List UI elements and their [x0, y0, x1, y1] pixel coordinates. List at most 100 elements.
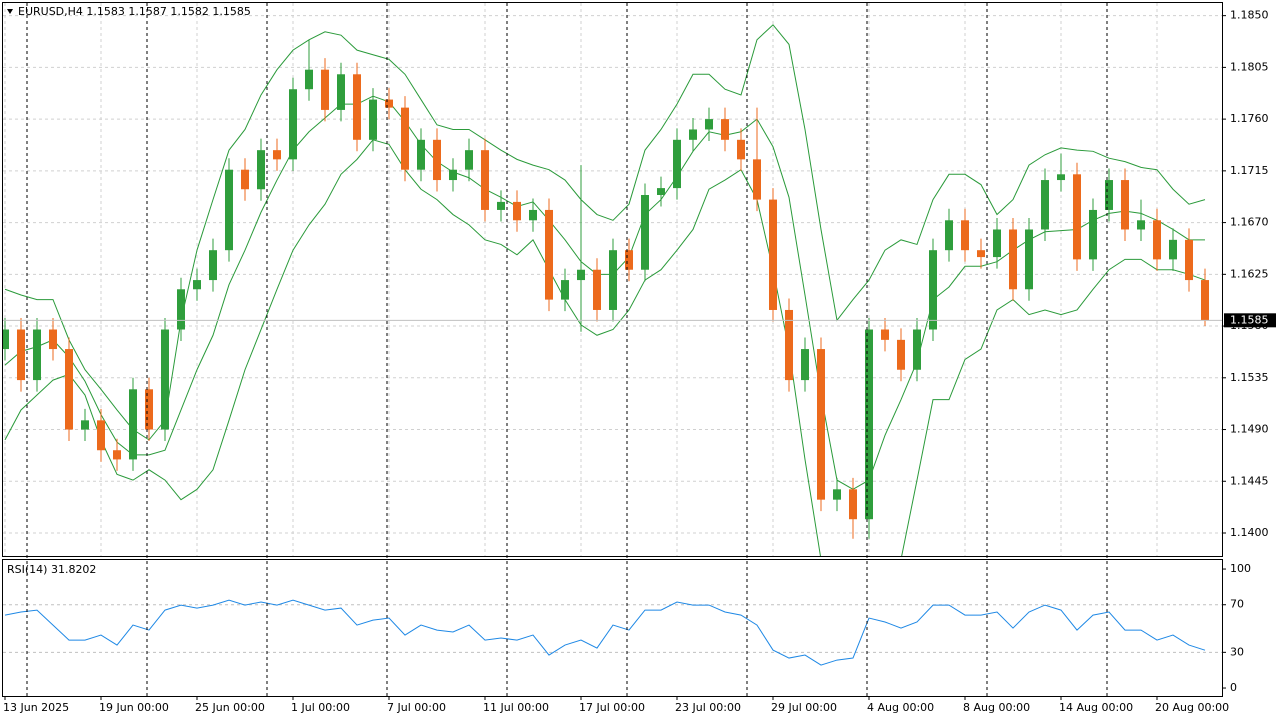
candle-body — [209, 250, 217, 281]
candle-body — [689, 129, 697, 140]
candle-body — [993, 229, 1001, 258]
candle-body — [273, 150, 281, 160]
candle-body — [705, 119, 713, 130]
x-tick-label: 13 Jun 2025 — [3, 701, 69, 714]
candle-body — [753, 159, 761, 200]
y-tick-label: 1.1445 — [1230, 474, 1269, 487]
candle-body — [465, 150, 473, 170]
x-tick-label: 7 Jul 00:00 — [387, 701, 446, 714]
candle-body — [433, 139, 441, 181]
candle-body — [321, 69, 329, 110]
candle-body — [769, 199, 777, 310]
candle-body — [577, 269, 585, 281]
x-tick-label: 11 Jul 00:00 — [483, 701, 549, 714]
candle-body — [369, 99, 377, 140]
x-tick-label: 23 Jul 00:00 — [675, 701, 741, 714]
x-tick-label: 29 Jul 00:00 — [771, 701, 837, 714]
candle-body — [49, 329, 57, 350]
candle-body — [1089, 209, 1097, 260]
candle-body — [225, 169, 233, 251]
candle-body — [657, 188, 665, 195]
candle-body — [1025, 229, 1033, 290]
x-tick-label: 14 Aug 00:00 — [1059, 701, 1133, 714]
x-tick-label: 19 Jun 00:00 — [99, 701, 169, 714]
candle-body — [81, 420, 89, 430]
candle-body — [241, 169, 249, 190]
candle-body — [1137, 220, 1145, 230]
candle-body — [561, 280, 569, 300]
candle-body — [1073, 174, 1081, 260]
candle-body — [353, 74, 361, 140]
candle-body — [641, 194, 649, 270]
y-tick-label: 1.1850 — [1230, 9, 1269, 22]
candle-body — [865, 329, 873, 520]
y-tick-label: 1.1535 — [1230, 371, 1269, 384]
candle-body — [673, 139, 681, 189]
y-tick-label: 30 — [1230, 645, 1244, 658]
candle-body — [737, 139, 745, 160]
candle-body — [625, 250, 633, 270]
candle-body — [897, 339, 905, 370]
chart-title: EURUSD,H4 1.1583 1.1587 1.1582 1.1585 — [18, 5, 251, 18]
candle-body — [1153, 220, 1161, 260]
rsi-pane — [2, 559, 1223, 697]
price-label-bg — [1224, 313, 1276, 328]
candle-body — [977, 250, 985, 258]
candle-body — [161, 329, 169, 430]
candle-body — [97, 420, 105, 451]
rsi-line — [4, 599, 1206, 666]
candle-body — [337, 74, 345, 110]
candle-body — [449, 169, 457, 181]
candle-body — [1041, 180, 1049, 230]
bollinger-upper — [4, 24, 1206, 441]
candle-body — [1105, 180, 1113, 210]
candle-body — [1185, 239, 1193, 281]
candle-body — [401, 107, 409, 170]
x-tick-label: 25 Jun 00:00 — [195, 701, 265, 714]
candle-body — [17, 329, 25, 381]
bollinger-middle — [4, 95, 1205, 490]
y-tick-label: 0 — [1230, 681, 1237, 694]
price-label: 1.1585 — [1230, 313, 1269, 326]
candle-body — [305, 69, 313, 90]
candle-body — [33, 329, 41, 381]
candle-body — [513, 201, 521, 221]
y-tick-label: 1.1715 — [1230, 164, 1269, 177]
y-tick-label: 70 — [1230, 598, 1244, 611]
rsi-plot — [3, 599, 1222, 666]
x-tick-label: 17 Jul 00:00 — [579, 701, 645, 714]
candle-body — [785, 309, 793, 381]
candle-body — [593, 269, 601, 310]
bollinger-lower — [4, 139, 1206, 556]
candle-body — [609, 250, 617, 310]
candle-body — [145, 389, 153, 430]
candle-body — [113, 450, 121, 460]
rsi-title: RSI(14) 31.8202 — [7, 563, 96, 576]
x-tick-label: 1 Jul 00:00 — [291, 701, 350, 714]
candle-body — [961, 220, 969, 251]
y-tick-label: 1.1760 — [1230, 112, 1269, 125]
candle-body — [849, 489, 857, 520]
price-plot — [3, 3, 1222, 556]
candle-body — [65, 349, 73, 430]
candle-body — [529, 209, 537, 221]
candle-body — [881, 329, 889, 340]
candle-body — [257, 150, 265, 190]
candle-body — [945, 220, 953, 251]
candle-body — [1169, 239, 1177, 260]
candle-body — [817, 349, 825, 500]
y-tick-label: 100 — [1230, 562, 1251, 575]
candle-body — [497, 201, 505, 210]
y-tick-label: 1.1400 — [1230, 526, 1269, 539]
y-tick-label: 1.1805 — [1230, 60, 1269, 73]
candle-body — [1009, 229, 1017, 290]
candle-body — [721, 119, 729, 140]
candle-body — [833, 489, 841, 500]
symbol-menu-arrow[interactable] — [7, 9, 13, 14]
candle-body — [129, 389, 137, 460]
candle-body — [1057, 174, 1065, 181]
candle-body — [193, 280, 201, 290]
axes: 1.14001.14451.14901.15351.15801.16251.16… — [3, 9, 1276, 714]
